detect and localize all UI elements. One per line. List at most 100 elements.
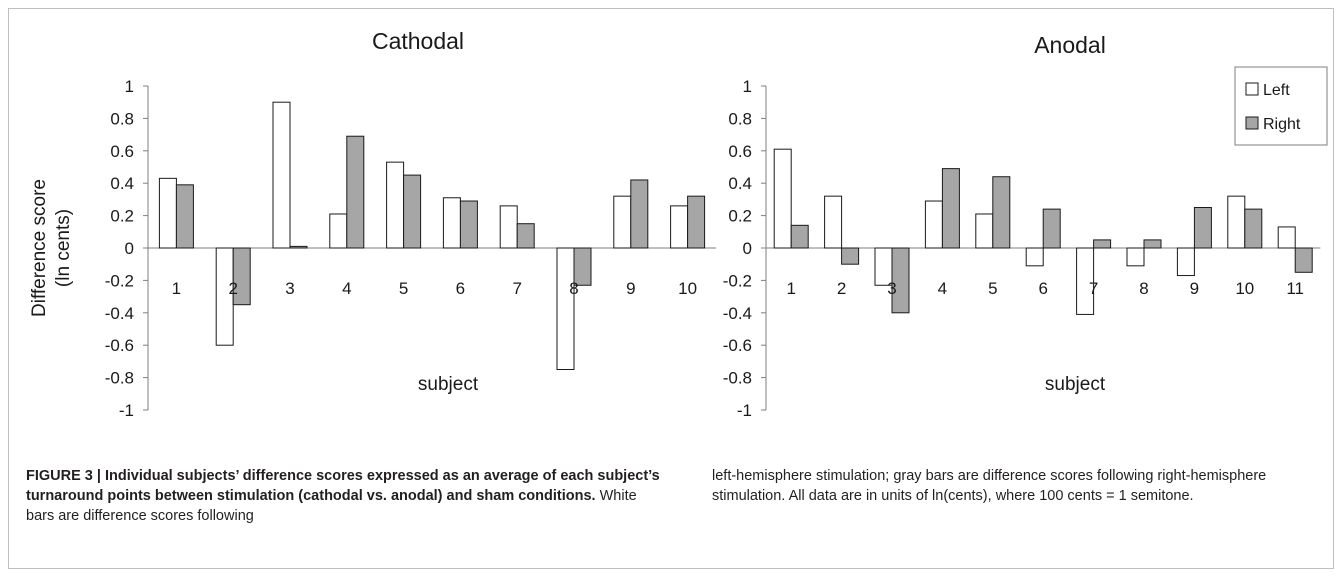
y-tick-label: -0.2 xyxy=(723,271,752,290)
y-tick-label: 0.6 xyxy=(110,142,134,161)
y-tick-label: -0.6 xyxy=(105,336,134,355)
bar-left-subject-7 xyxy=(499,205,518,249)
legend-box xyxy=(1234,66,1328,146)
y-tick-label: -1 xyxy=(737,401,752,420)
x-tick-label: 8 xyxy=(1139,279,1148,298)
bar-right-subject-2 xyxy=(232,247,251,306)
x-tick-label: 3 xyxy=(887,279,896,298)
bar-left-subject-10 xyxy=(1227,195,1246,249)
x-tick-label: 5 xyxy=(399,279,408,298)
bar-left-subject-5 xyxy=(386,161,405,249)
x-tick-label: 3 xyxy=(285,279,294,298)
y-tick-label: -0.6 xyxy=(723,336,752,355)
y-tick-label: 0.2 xyxy=(110,207,134,226)
panel-title: Anodal xyxy=(1034,32,1106,58)
bar-right-subject-10 xyxy=(687,195,706,249)
bar-left-subject-6 xyxy=(1025,247,1044,267)
y-tick-label: -0.4 xyxy=(105,304,134,323)
legend-label-left: Left xyxy=(1263,82,1290,99)
bar-left-subject-11 xyxy=(1277,226,1296,249)
legend-swatch-left xyxy=(1245,82,1259,96)
figure-frame xyxy=(8,8,1334,569)
bar-left-subject-5 xyxy=(975,213,994,249)
bar-right-subject-6 xyxy=(1042,208,1061,249)
bar-right-subject-10 xyxy=(1244,208,1263,249)
bar-left-subject-9 xyxy=(613,195,632,249)
bar-right-subject-9 xyxy=(1193,207,1212,249)
bar-right-subject-5 xyxy=(403,174,422,249)
y-tick-label: 0.4 xyxy=(728,174,752,193)
bar-left-subject-9 xyxy=(1176,247,1195,277)
x-tick-label: 5 xyxy=(988,279,997,298)
anodal-panel: 1 0.8 0.6 0.4 0.2 0 -0.2 -0.4 -0.6 -0.8 -1 1 2 3 4 5 6 7 8… xyxy=(723,32,1328,420)
y-tick-label: 1 xyxy=(743,77,752,96)
bar-right-subject-4 xyxy=(346,135,365,249)
legend-label-right: Right xyxy=(1263,116,1301,133)
bar-left-subject-8 xyxy=(1126,247,1145,267)
x-axis-title: subject xyxy=(418,374,479,395)
caption-label: FIGURE 3 | Individual subjects’ differen… xyxy=(26,468,660,504)
x-tick-label: 8 xyxy=(569,279,578,298)
cathodal-panel: 1 0.8 0.6 0.4 0.2 0 -0.2 -0.4 -0.6 -0.8 -1 1 2 3 4 5 6 7 8… xyxy=(29,28,716,420)
bar-right-subject-9 xyxy=(630,179,649,249)
bar-left-subject-2 xyxy=(824,195,843,249)
x-tick-label: 4 xyxy=(342,279,351,298)
bar-left-subject-7 xyxy=(1076,247,1095,315)
bar-left-subject-10 xyxy=(670,205,689,249)
y-tick-label: 0.8 xyxy=(110,109,134,128)
caption-text-left: White bars are difference scores followi… xyxy=(26,488,637,524)
y-tick-label: 0.8 xyxy=(728,109,752,128)
bar-right-subject-11 xyxy=(1294,247,1313,273)
x-tick-label: 6 xyxy=(1038,279,1047,298)
bar-right-subject-5 xyxy=(992,176,1011,249)
caption-left: FIGURE 3 | Individual subjects’ differen… xyxy=(26,466,666,526)
x-tick-label: 4 xyxy=(938,279,947,298)
bar-right-subject-8 xyxy=(1143,239,1162,249)
x-tick-label: 10 xyxy=(678,279,697,298)
panel-title: Cathodal xyxy=(372,28,464,54)
x-tick-label: 7 xyxy=(1089,279,1098,298)
bar-left-subject-3 xyxy=(272,101,291,249)
bar-left-subject-4 xyxy=(329,213,348,249)
x-tick-label: 7 xyxy=(512,279,521,298)
y-tick-label: 1 xyxy=(125,77,134,96)
bar-right-subject-1 xyxy=(790,224,809,249)
bar-left-subject-6 xyxy=(442,197,461,249)
bar-right-subject-8 xyxy=(573,247,592,286)
y-tick-label: 0 xyxy=(743,239,752,258)
y-tick-label: 0 xyxy=(125,239,134,258)
y-tick-label: -0.2 xyxy=(105,271,134,290)
y-tick-label: -1 xyxy=(119,401,134,420)
bar-left-subject-1 xyxy=(773,148,792,249)
y-tick-label: -0.8 xyxy=(723,369,752,388)
bar-left-subject-8 xyxy=(556,247,575,370)
x-tick-label: 9 xyxy=(626,279,635,298)
x-axis-title: subject xyxy=(1045,374,1106,395)
bar-right-subject-4 xyxy=(941,168,960,249)
y-tick-label: -0.4 xyxy=(723,304,752,323)
y-tick-label: -0.8 xyxy=(105,369,134,388)
x-tick-label: 1 xyxy=(172,279,181,298)
bar-right-subject-7 xyxy=(1093,239,1112,249)
bar-right-subject-3 xyxy=(289,245,308,249)
x-tick-label: 10 xyxy=(1235,279,1254,298)
bar-right-subject-6 xyxy=(459,200,478,249)
y-axis-title: Difference score xyxy=(29,179,50,317)
y-tick-label: 0.6 xyxy=(728,142,752,161)
y-axis-units: (ln cents) xyxy=(53,209,74,287)
x-tick-label: 2 xyxy=(228,279,237,298)
bar-right-subject-7 xyxy=(516,223,535,249)
bar-right-subject-3 xyxy=(891,247,910,314)
x-tick-label: 11 xyxy=(1286,279,1304,298)
caption-right: left-hemisphere stimulation; gray bars a… xyxy=(712,468,1267,504)
x-tick-label: 9 xyxy=(1190,279,1199,298)
bar-left-subject-1 xyxy=(158,177,177,249)
y-tick-label: 0.4 xyxy=(110,174,134,193)
bar-right-subject-2 xyxy=(841,247,860,265)
x-tick-label: 1 xyxy=(786,279,795,298)
bar-right-subject-1 xyxy=(175,184,194,249)
legend-swatch-right xyxy=(1245,116,1259,130)
bar-left-subject-4 xyxy=(924,200,943,249)
y-tick-label: 0.2 xyxy=(728,207,752,226)
